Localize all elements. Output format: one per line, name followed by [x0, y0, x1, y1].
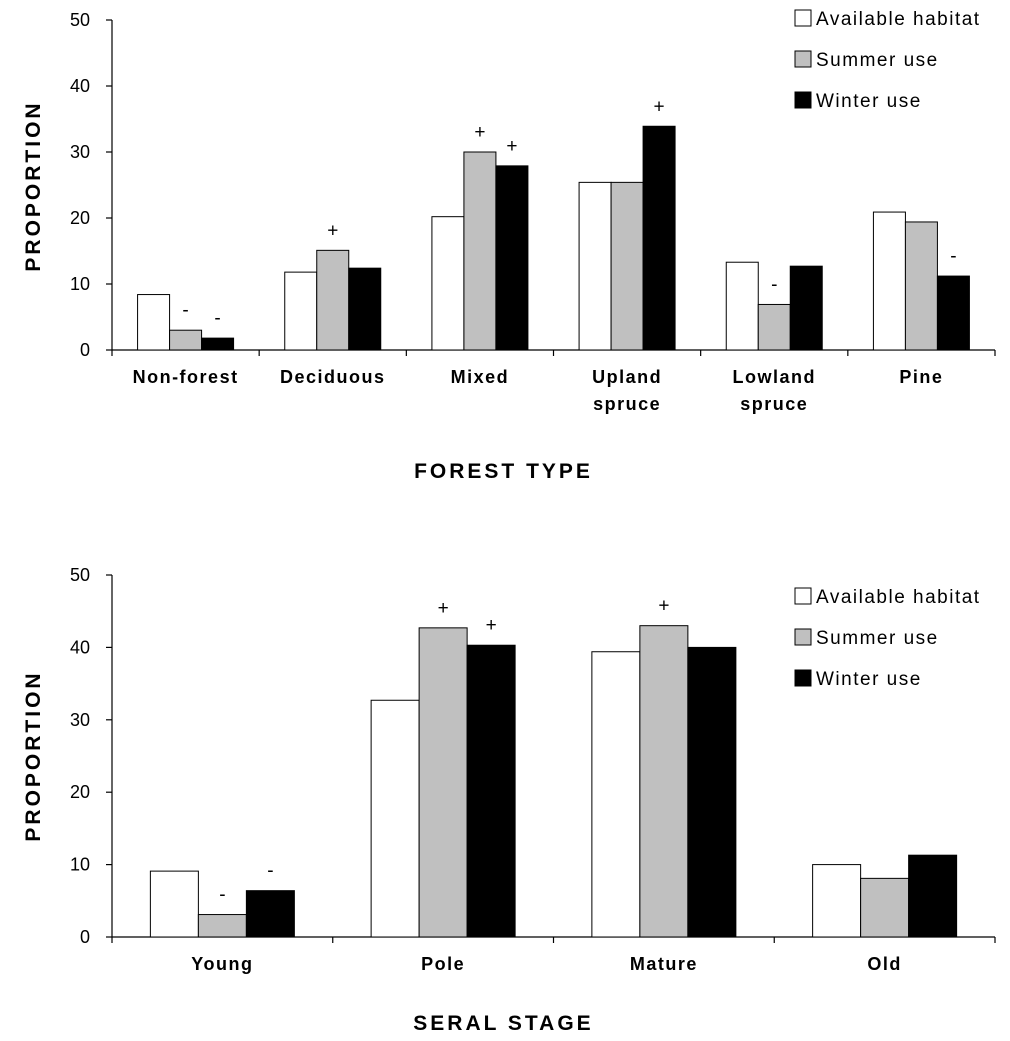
bar-summer-use	[316, 249, 350, 351]
category-label: Non-forest	[133, 367, 239, 387]
legend-swatch	[794, 628, 812, 646]
bar-summer-use	[418, 627, 468, 938]
category-label: Pole	[421, 954, 465, 974]
bar-winter-use	[936, 275, 970, 351]
category-label: Mature	[630, 954, 698, 974]
significance-mark: -	[771, 274, 777, 295]
bar-summer-use	[904, 221, 938, 351]
y-tick-label: 30	[70, 142, 90, 162]
category-label: Old	[867, 954, 902, 974]
bar-winter-use	[642, 125, 676, 351]
legend-label: Summer use	[816, 628, 939, 649]
y-tick-label: 20	[70, 208, 90, 228]
category-label: Mixed	[451, 367, 510, 387]
bar-winter-use	[245, 890, 295, 938]
legend-label: Available habitat	[816, 9, 981, 30]
bar-winter-use	[687, 646, 737, 938]
significance-mark: +	[474, 122, 485, 143]
category-label: spruce	[740, 394, 808, 414]
legend-label: Winter use	[816, 669, 922, 690]
y-tick-label: 30	[70, 710, 90, 730]
significance-mark: +	[327, 220, 338, 241]
y-tick-label: 0	[80, 927, 90, 947]
y-tick-label: 50	[70, 10, 90, 30]
bar-available-habitat	[284, 271, 318, 351]
significance-mark: +	[486, 615, 497, 636]
bar-summer-use	[639, 625, 689, 938]
bar-winter-use	[789, 265, 823, 351]
category-label: Pine	[899, 367, 943, 387]
legend-label: Winter use	[816, 91, 922, 112]
y-axis-title: PROPORTION	[22, 670, 45, 841]
legend-label: Available habitat	[816, 587, 981, 608]
significance-mark: -	[267, 861, 273, 882]
bar-summer-use	[197, 914, 247, 938]
bar-winter-use	[495, 165, 529, 351]
bar-summer-use	[463, 151, 497, 351]
significance-mark: -	[219, 885, 225, 906]
bar-winter-use	[466, 644, 516, 938]
significance-mark: +	[506, 136, 517, 157]
significance-mark: -	[214, 308, 220, 329]
y-tick-label: 40	[70, 76, 90, 96]
bar-available-habitat	[431, 216, 465, 351]
legend-swatch	[794, 50, 812, 68]
y-tick-label: 50	[70, 565, 90, 585]
bar-summer-use	[610, 181, 644, 351]
bar-winter-use	[908, 854, 958, 938]
y-tick-label: 0	[80, 340, 90, 360]
category-label: Young	[191, 954, 253, 974]
significance-mark: -	[950, 246, 956, 267]
category-label: Upland	[592, 367, 662, 387]
seral-stage-chart: 0 10 20 30 40 50 - - Young + + Pole + Mature Old SERAL …	[22, 565, 996, 1035]
bar-available-habitat	[591, 651, 641, 938]
bar-available-habitat	[149, 870, 199, 938]
bar-available-habitat	[370, 699, 420, 938]
bar-available-habitat	[812, 864, 862, 938]
category-label: spruce	[593, 394, 661, 414]
bar-summer-use	[860, 877, 910, 938]
bar-winter-use	[348, 267, 382, 351]
y-axis-title: PROPORTION	[22, 100, 45, 271]
category-label: Lowland	[733, 367, 817, 387]
category-label: Deciduous	[280, 367, 386, 387]
x-axis-title: SERAL STAGE	[413, 1012, 593, 1035]
x-axis-title: FOREST TYPE	[414, 460, 593, 483]
legend-swatch	[794, 9, 812, 27]
y-tick-label: 10	[70, 274, 90, 294]
bar-available-habitat	[872, 211, 906, 351]
significance-mark: +	[654, 96, 665, 117]
legend-label: Summer use	[816, 50, 939, 71]
y-tick-label: 40	[70, 637, 90, 657]
bar-available-habitat	[137, 294, 171, 351]
significance-mark: +	[658, 596, 669, 617]
forest-type-chart: 0 10 20 30 40 50 - - Non-forest + Deciduous + + Mixed…	[22, 9, 996, 483]
y-tick-label: 10	[70, 855, 90, 875]
legend-swatch	[794, 587, 812, 605]
bar-available-habitat	[578, 181, 612, 351]
significance-mark: -	[182, 300, 188, 321]
legend-swatch	[794, 91, 812, 109]
bar-winter-use	[201, 337, 235, 351]
bar-summer-use	[169, 329, 203, 351]
bar-available-habitat	[725, 261, 759, 351]
y-tick-label: 20	[70, 782, 90, 802]
significance-mark: +	[438, 598, 449, 619]
legend-swatch	[794, 669, 812, 687]
bar-summer-use	[757, 303, 791, 351]
